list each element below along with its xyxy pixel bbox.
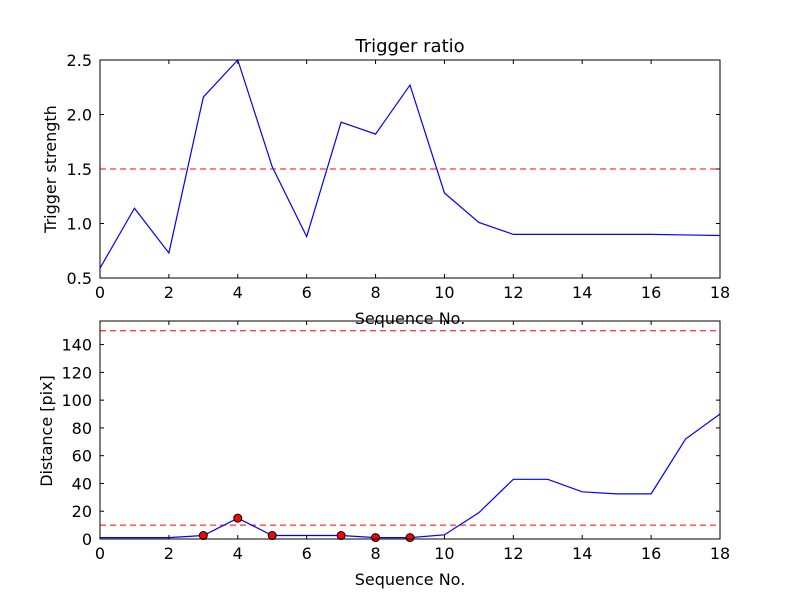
x-tick-label: 18 bbox=[710, 544, 730, 563]
x-tick-label: 10 bbox=[434, 544, 454, 563]
y-tick-label: 2.0 bbox=[67, 106, 92, 125]
x-tick-label: 2 bbox=[164, 544, 174, 563]
y-tick-label: 2.5 bbox=[67, 51, 92, 70]
x-tick-label: 12 bbox=[503, 544, 523, 563]
x-axis-label: Sequence No. bbox=[355, 570, 466, 589]
x-tick-label: 0 bbox=[95, 544, 105, 563]
plot-frame bbox=[99, 59, 721, 279]
trigger-ratio-chart: Trigger ratio Sequence No. Trigger stren… bbox=[41, 36, 730, 328]
y-tick-label: 100 bbox=[61, 391, 92, 410]
distance-chart: Sequence No. Distance [pix] 0 2 4 6 8 10 12 14 1… bbox=[37, 320, 730, 589]
x-tick-label: 10 bbox=[434, 283, 454, 302]
data-point-marker bbox=[405, 533, 415, 543]
data-series bbox=[100, 413, 721, 543]
x-tick-label: 4 bbox=[233, 283, 243, 302]
y-tick-label: 0.5 bbox=[67, 269, 92, 288]
y-axis-label: Trigger strength bbox=[41, 105, 60, 234]
x-tick-label: 6 bbox=[302, 283, 312, 302]
chart-title: Trigger ratio bbox=[354, 36, 464, 57]
y-tick-label: 60 bbox=[72, 447, 92, 466]
data-point-marker bbox=[371, 533, 381, 543]
y-tick-label: 20 bbox=[72, 502, 92, 521]
x-axis-label: Sequence No. bbox=[355, 309, 466, 328]
y-tick-label: 40 bbox=[72, 474, 92, 493]
data-series bbox=[99, 58, 721, 269]
x-tick-label: 12 bbox=[503, 283, 523, 302]
y-tick-label: 140 bbox=[61, 336, 92, 355]
data-point-marker bbox=[336, 531, 346, 541]
y-tick-label: 80 bbox=[72, 419, 92, 438]
x-tick-label: 6 bbox=[302, 544, 312, 563]
x-tick-label: 8 bbox=[370, 283, 380, 302]
x-tick-label: 14 bbox=[572, 283, 592, 302]
y-tick-label: 1.5 bbox=[67, 160, 92, 179]
data-point-marker bbox=[267, 531, 277, 541]
threshold-lines bbox=[100, 330, 720, 526]
x-tick-label: 14 bbox=[572, 544, 592, 563]
axis-ticks: 0 2 4 6 8 10 12 14 16 18 0 20 40 60 80 100 120 140 bbox=[61, 321, 730, 563]
x-tick-label: 8 bbox=[370, 544, 380, 563]
x-tick-label: 4 bbox=[233, 544, 243, 563]
data-point-marker bbox=[233, 513, 243, 523]
x-tick-label: 2 bbox=[164, 283, 174, 302]
y-tick-label: 1.0 bbox=[67, 215, 92, 234]
axis-ticks: 0 2 4 6 8 10 12 14 16 18 0.5 1.0 1.5 2.0 2.5 bbox=[67, 51, 731, 302]
x-tick-label: 18 bbox=[710, 283, 730, 302]
x-tick-label: 0 bbox=[95, 283, 105, 302]
data-point-marker bbox=[198, 531, 208, 541]
y-axis-label: Distance [pix] bbox=[37, 375, 56, 487]
y-tick-label: 0 bbox=[82, 530, 92, 549]
x-tick-label: 16 bbox=[641, 283, 661, 302]
x-tick-label: 16 bbox=[641, 544, 661, 563]
series-line bbox=[99, 58, 721, 269]
plot-frame bbox=[99, 320, 721, 540]
y-tick-label: 120 bbox=[61, 363, 92, 382]
